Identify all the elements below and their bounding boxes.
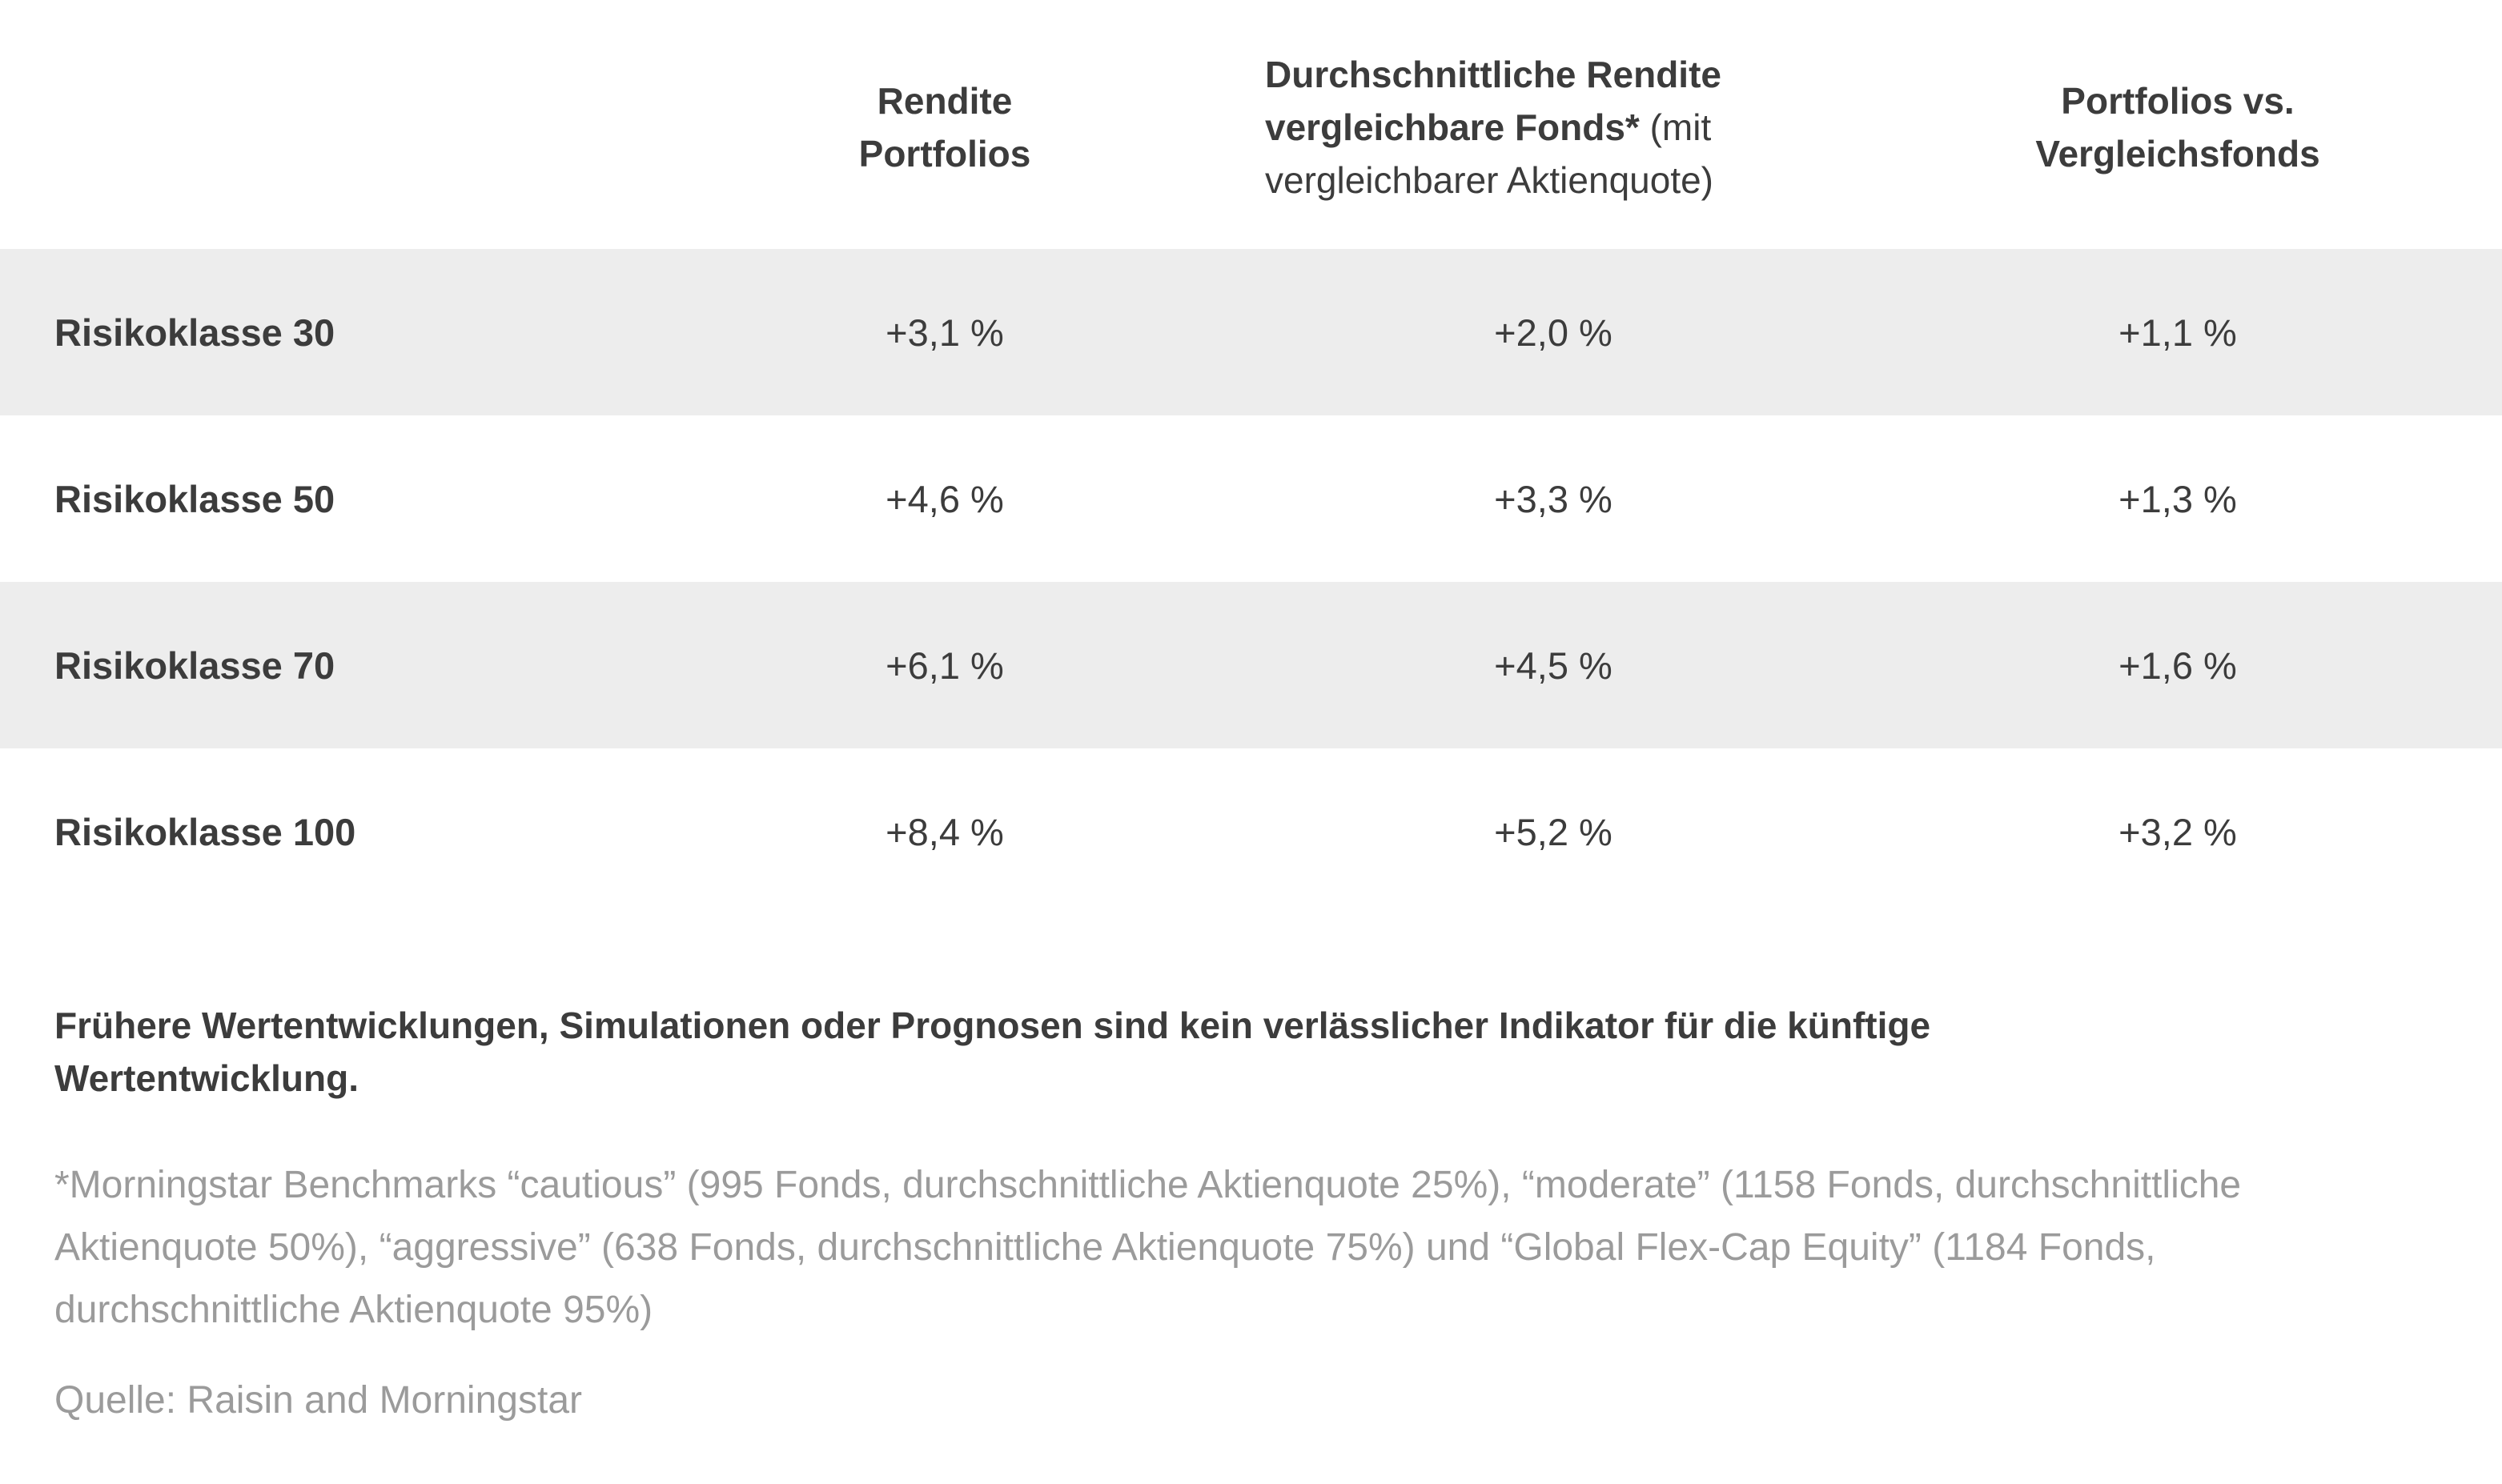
header-vergleichbare-fonds-label: Durchschnittliche Rendite vergleichbare … (1265, 48, 1841, 207)
table-row-risikoklasse-70: Risikoklasse 70 +6,1 % +4,5 % +1,6 % (0, 582, 2502, 748)
returns-table: Rendite Portfolios Durchschnittliche Ren… (0, 0, 2502, 915)
cell-rendite-portfolios: +8,4 % (886, 810, 1004, 853)
past-performance-disclaimer: Frühere Wertentwicklungen, Simulationen … (54, 1005, 1931, 1099)
cell-rendite-portfolios: +4,6 % (886, 477, 1004, 520)
header-rendite-portfolios: Rendite Portfolios (753, 74, 1137, 180)
cell-differenz: +1,1 % (2118, 311, 2237, 354)
header-rendite-portfolios-label: Rendite Portfolios (858, 79, 1031, 174)
cell-rendite-vergleichsfonds: +3,3 % (1494, 477, 1612, 520)
row-label: Risikoklasse 50 (54, 477, 335, 520)
source-line: Quelle: Raisin and Morningstar (54, 1379, 582, 1422)
cell-rendite-portfolios: +6,1 % (886, 644, 1004, 687)
table-header-row: Rendite Portfolios Durchschnittliche Ren… (0, 0, 2502, 249)
benchmark-footnote: *Morningstar Benchmarks “cautious” (995 … (54, 1164, 2242, 1331)
cell-differenz: +1,6 % (2118, 644, 2237, 687)
row-label: Risikoklasse 70 (54, 644, 335, 687)
header-portfolios-vs-vergleichsfonds: Portfolios vs. Vergleichsfonds (1970, 74, 2386, 180)
row-label: Risikoklasse 100 (54, 810, 356, 853)
header-fonds-regular-text: (mit vergleichbarer Aktienquote) (1265, 106, 1713, 201)
header-fonds-bold-text: Durchschnittliche Rendite vergleichbare … (1265, 53, 1721, 148)
header-portfolios-vs-label: Portfolios vs. Vergleichsfonds (2035, 79, 2320, 174)
cell-differenz: +3,2 % (2118, 810, 2237, 853)
table-row-risikoklasse-30: Risikoklasse 30 +3,1 % +2,0 % +1,1 % (0, 249, 2502, 415)
header-vergleichbare-fonds: Durchschnittliche Rendite vergleichbare … (1137, 48, 1970, 207)
cell-differenz: +1,3 % (2118, 477, 2237, 520)
row-label: Risikoklasse 30 (54, 311, 335, 354)
cell-rendite-portfolios: +3,1 % (886, 311, 1004, 354)
table-row-risikoklasse-100: Risikoklasse 100 +8,4 % +5,2 % +3,2 % (0, 748, 2502, 915)
table-row-risikoklasse-50: Risikoklasse 50 +4,6 % +3,3 % +1,3 % (0, 415, 2502, 582)
cell-rendite-vergleichsfonds: +2,0 % (1494, 311, 1612, 354)
cell-rendite-vergleichsfonds: +4,5 % (1494, 644, 1612, 687)
cell-rendite-vergleichsfonds: +5,2 % (1494, 810, 1612, 853)
